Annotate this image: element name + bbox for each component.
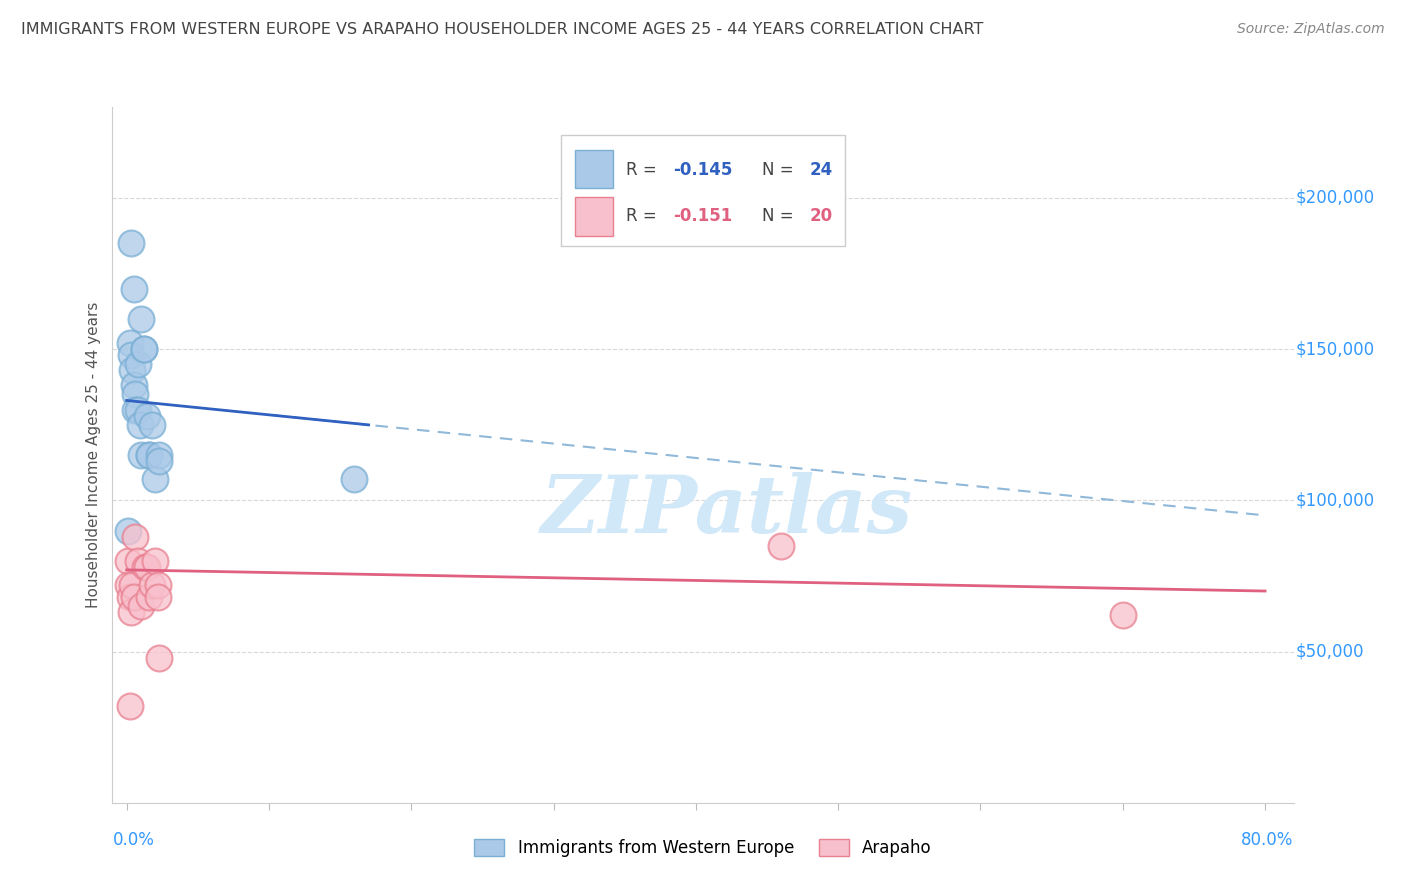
Point: [148, 454, 170, 468]
Text: -0.151: -0.151: [673, 207, 733, 226]
Point: [121, 363, 143, 377]
Text: N =: N =: [762, 207, 793, 226]
Point: [118, 698, 141, 713]
FancyBboxPatch shape: [575, 197, 613, 235]
Text: -0.145: -0.145: [673, 161, 733, 178]
Text: R =: R =: [626, 161, 657, 178]
Text: IMMIGRANTS FROM WESTERN EUROPE VS ARAPAHO HOUSEHOLDER INCOME AGES 25 - 44 YEARS : IMMIGRANTS FROM WESTERN EUROPE VS ARAPAH…: [21, 22, 983, 37]
Point: [141, 578, 163, 592]
Point: [122, 590, 145, 604]
Point: [118, 590, 141, 604]
Point: [124, 387, 146, 401]
Point: [122, 378, 145, 392]
Text: $50,000: $50,000: [1296, 642, 1364, 661]
Point: [120, 348, 142, 362]
Point: [118, 336, 141, 351]
Point: [138, 448, 160, 462]
Legend: Immigrants from Western Europe, Arapaho: Immigrants from Western Europe, Arapaho: [468, 832, 938, 864]
Text: $150,000: $150,000: [1296, 340, 1375, 358]
Point: [148, 650, 170, 665]
Point: [134, 559, 156, 574]
Point: [138, 590, 160, 604]
Text: $200,000: $200,000: [1296, 189, 1375, 207]
Point: [128, 417, 150, 432]
Point: [120, 236, 142, 251]
Y-axis label: Householder Income Ages 25 - 44 years: Householder Income Ages 25 - 44 years: [86, 301, 101, 608]
Point: [138, 448, 160, 462]
Point: [127, 357, 149, 371]
Text: 0.0%: 0.0%: [112, 830, 155, 848]
FancyBboxPatch shape: [561, 135, 845, 246]
Point: [117, 578, 139, 592]
Point: [135, 409, 157, 423]
Text: R =: R =: [626, 207, 657, 226]
Point: [129, 448, 152, 462]
Point: [129, 311, 152, 326]
Text: 80.0%: 80.0%: [1241, 830, 1294, 848]
Point: [770, 539, 793, 553]
Text: 24: 24: [810, 161, 832, 178]
Text: ZIPatlas: ZIPatlas: [540, 472, 912, 549]
Point: [132, 342, 155, 356]
Text: Source: ZipAtlas.com: Source: ZipAtlas.com: [1237, 22, 1385, 37]
Point: [146, 578, 169, 592]
Point: [124, 530, 146, 544]
Point: [143, 554, 166, 568]
Point: [129, 599, 152, 614]
Text: 20: 20: [810, 207, 832, 226]
Point: [120, 605, 142, 619]
Point: [127, 402, 149, 417]
Point: [141, 417, 163, 432]
Point: [117, 524, 139, 538]
Point: [1112, 608, 1135, 623]
Point: [343, 472, 366, 486]
Text: $100,000: $100,000: [1296, 491, 1375, 509]
Point: [124, 402, 146, 417]
FancyBboxPatch shape: [575, 150, 613, 188]
Point: [127, 554, 149, 568]
Point: [117, 554, 139, 568]
Point: [146, 590, 169, 604]
Text: N =: N =: [762, 161, 793, 178]
Point: [148, 448, 170, 462]
Point: [135, 559, 157, 574]
Point: [122, 281, 145, 295]
Point: [143, 472, 166, 486]
Point: [121, 578, 143, 592]
Point: [132, 342, 155, 356]
